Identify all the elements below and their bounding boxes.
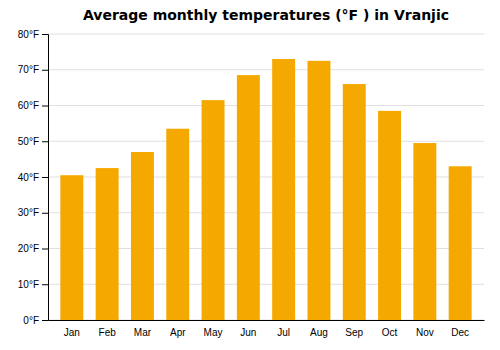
tick-mark bbox=[42, 141, 48, 142]
bars bbox=[60, 59, 471, 320]
y-tick: 50°F bbox=[18, 136, 48, 147]
grid-line bbox=[48, 34, 484, 35]
y-tick: 60°F bbox=[18, 100, 48, 111]
tick-mark bbox=[42, 106, 48, 107]
bar bbox=[131, 152, 154, 320]
tick-mark bbox=[42, 70, 48, 71]
tick-label: 40°F bbox=[18, 172, 39, 183]
grid bbox=[48, 34, 484, 320]
tick-label: Sep bbox=[345, 327, 363, 338]
x-tick: Nov bbox=[416, 327, 434, 338]
x-axis: Jan Feb Mar Apr May Jun Jul Aug Sep Oct Nov Dec bbox=[49, 321, 485, 339]
title: Average monthly temperatures (°F ) in Vr… bbox=[83, 7, 449, 23]
tick-mark bbox=[42, 177, 48, 178]
x-tick: Sep bbox=[345, 327, 363, 338]
axis-line bbox=[42, 35, 49, 321]
tick-label: 50°F bbox=[18, 136, 39, 147]
y-tick: 30°F bbox=[18, 207, 48, 218]
tick-label: May bbox=[204, 327, 223, 338]
bar bbox=[60, 175, 83, 320]
grid-line bbox=[48, 105, 484, 106]
bar bbox=[237, 75, 260, 320]
bar bbox=[413, 143, 436, 320]
x-tick: Apr bbox=[170, 327, 186, 338]
tick-mark bbox=[42, 213, 48, 214]
y-tick: 10°F bbox=[18, 279, 48, 290]
tick-label: Jan bbox=[64, 327, 80, 338]
y-tick: 20°F bbox=[18, 243, 48, 254]
tick-label: Feb bbox=[99, 327, 117, 338]
tick-label: Mar bbox=[134, 327, 152, 338]
tick-label: Jun bbox=[240, 327, 256, 338]
plot-area: 0°F 10°F 20°F 30°F 40°F 50°F 60°F 70°F 80°F Jan Fe… bbox=[18, 29, 485, 338]
bar bbox=[343, 84, 366, 320]
y-tick: 80°F bbox=[18, 29, 48, 40]
chart-svg: 0°F 10°F 20°F 30°F 40°F 50°F 60°F 70°F 80°F Jan Fe… bbox=[0, 0, 500, 350]
grid-line bbox=[48, 141, 484, 142]
tick-mark bbox=[42, 320, 48, 321]
axis-line bbox=[49, 320, 485, 321]
y-tick: 0°F bbox=[23, 315, 48, 326]
tick-mark bbox=[42, 34, 48, 35]
bar bbox=[449, 166, 472, 320]
tick-label: Dec bbox=[451, 327, 469, 338]
y-tick: 40°F bbox=[18, 172, 48, 183]
tick-label: 80°F bbox=[18, 29, 39, 40]
tick-mark bbox=[42, 284, 48, 285]
x-tick: Aug bbox=[310, 327, 328, 338]
x-tick: Dec bbox=[451, 327, 469, 338]
bar bbox=[166, 129, 189, 320]
y-axis: 0°F 10°F 20°F 30°F 40°F 50°F 60°F 70°F 80°F bbox=[18, 29, 49, 326]
bar bbox=[307, 61, 330, 320]
bar bbox=[202, 100, 225, 320]
tick-label: 20°F bbox=[18, 243, 39, 254]
bar bbox=[378, 111, 401, 320]
tick-label: Aug bbox=[310, 327, 328, 338]
x-tick: Feb bbox=[99, 327, 117, 338]
x-tick: May bbox=[204, 327, 223, 338]
x-tick: Oct bbox=[382, 327, 398, 338]
x-tick: Mar bbox=[134, 327, 152, 338]
y-tick: 70°F bbox=[18, 64, 48, 75]
tick-label: Nov bbox=[416, 327, 434, 338]
tick-label: 60°F bbox=[18, 100, 39, 111]
grid-line bbox=[48, 69, 484, 70]
chart-container: 0°F 10°F 20°F 30°F 40°F 50°F 60°F 70°F 80°F Jan Fe… bbox=[0, 0, 500, 350]
tick-label: 0°F bbox=[23, 315, 39, 326]
x-tick: Jan bbox=[64, 327, 80, 338]
tick-label: 10°F bbox=[18, 279, 39, 290]
tick-label: Apr bbox=[170, 327, 186, 338]
tick-label: Jul bbox=[277, 327, 290, 338]
x-tick: Jul bbox=[277, 327, 290, 338]
x-tick: Jun bbox=[240, 327, 256, 338]
tick-label: 30°F bbox=[18, 207, 39, 218]
bar bbox=[272, 59, 295, 320]
tick-label: Oct bbox=[382, 327, 398, 338]
tick-label: 70°F bbox=[18, 64, 39, 75]
tick-mark bbox=[42, 249, 48, 250]
bar bbox=[96, 168, 119, 320]
